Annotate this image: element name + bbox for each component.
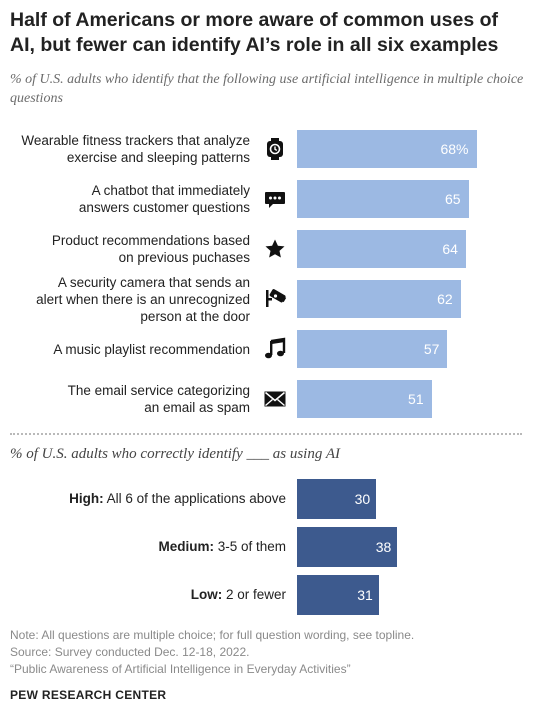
bar-value-label: 38 [375, 539, 392, 555]
bar-value-label: 51 [408, 391, 424, 407]
row-label: Wearable fitness trackers that analyze ex… [5, 132, 250, 166]
category-label: Medium: 3-5 of them [0, 539, 286, 554]
row-label: The email service categorizing an email a… [5, 382, 250, 416]
row-label-line: on previous puchases [118, 250, 250, 265]
bar-value-label: 68% [440, 141, 469, 157]
bar [297, 280, 461, 318]
row-label-line: answers customer questions [78, 200, 250, 215]
bar [297, 230, 466, 268]
bar-value-label: 31 [357, 587, 373, 603]
section-divider [10, 433, 522, 435]
bar-value-label: 65 [445, 191, 461, 207]
footnote-report: “Public Awareness of Artificial Intellig… [10, 662, 351, 676]
category-label-level: High: [69, 491, 104, 506]
music-note-icon [263, 337, 287, 361]
category-label: High: All 6 of the applications above [0, 491, 286, 506]
bar-value-label: 30 [354, 491, 371, 507]
row-label-line: an email as spam [144, 400, 250, 415]
row-label-line: person at the door [140, 308, 250, 324]
brand-logo-text: PEW RESEARCH CENTER [10, 688, 167, 702]
row-label-line: A music playlist recommendation [53, 341, 250, 357]
bar-value-label: 62 [437, 291, 453, 307]
bar [297, 330, 448, 368]
bar [297, 479, 377, 519]
bar-value-label: 57 [423, 341, 440, 357]
row-label: Product recommendations based on previous… [5, 232, 250, 266]
category-label-level: Low: [190, 587, 223, 602]
category-label-text: 3-5 of them [213, 539, 286, 554]
row-label-line: exercise and sleeping patterns [66, 150, 250, 165]
footnote-source: Source: Survey conducted Dec. 12-18, 202… [10, 645, 250, 659]
section2-title: % of U.S. adults who correctly identify … [10, 446, 340, 462]
category-label: Low: 2 or fewer [0, 587, 286, 602]
row-label: A chatbot that immediately answers custom… [5, 182, 250, 216]
category-label-text: All 6 of the applications above [103, 491, 286, 506]
star-icon [263, 237, 287, 261]
row-label-line: Wearable fitness trackers that analyze [21, 133, 250, 148]
footnote-note: Note: All questions are multiple choice;… [10, 628, 415, 642]
chat-bubble-icon [263, 187, 287, 211]
category-label-text: 2 or fewer [222, 587, 286, 602]
row-label-line: Product recommendations based [51, 233, 250, 248]
bar [297, 130, 477, 168]
chart-title: Half of Americans or more aware of commo… [10, 9, 499, 56]
bar [297, 380, 432, 418]
chart-subtitle: % of U.S. adults who identify that the f… [10, 72, 524, 106]
bar [297, 527, 398, 567]
row-label-line: A chatbot that immediately [91, 183, 250, 198]
category-label-level: Medium: [158, 539, 214, 554]
envelope-icon [263, 387, 287, 411]
row-label: A security camera that sends an alert whe… [5, 274, 250, 325]
row-label: A music playlist recommendation [5, 341, 250, 358]
smartwatch-icon [263, 137, 287, 161]
security-camera-icon [263, 287, 287, 311]
row-label-line: The email service categorizing [67, 383, 250, 398]
row-label-line: A security camera that sends an [57, 274, 250, 290]
row-label-line: alert when there is an unrecognized [36, 291, 250, 307]
bar-value-label: 64 [442, 241, 458, 257]
bar [297, 180, 469, 218]
bar [297, 575, 379, 615]
